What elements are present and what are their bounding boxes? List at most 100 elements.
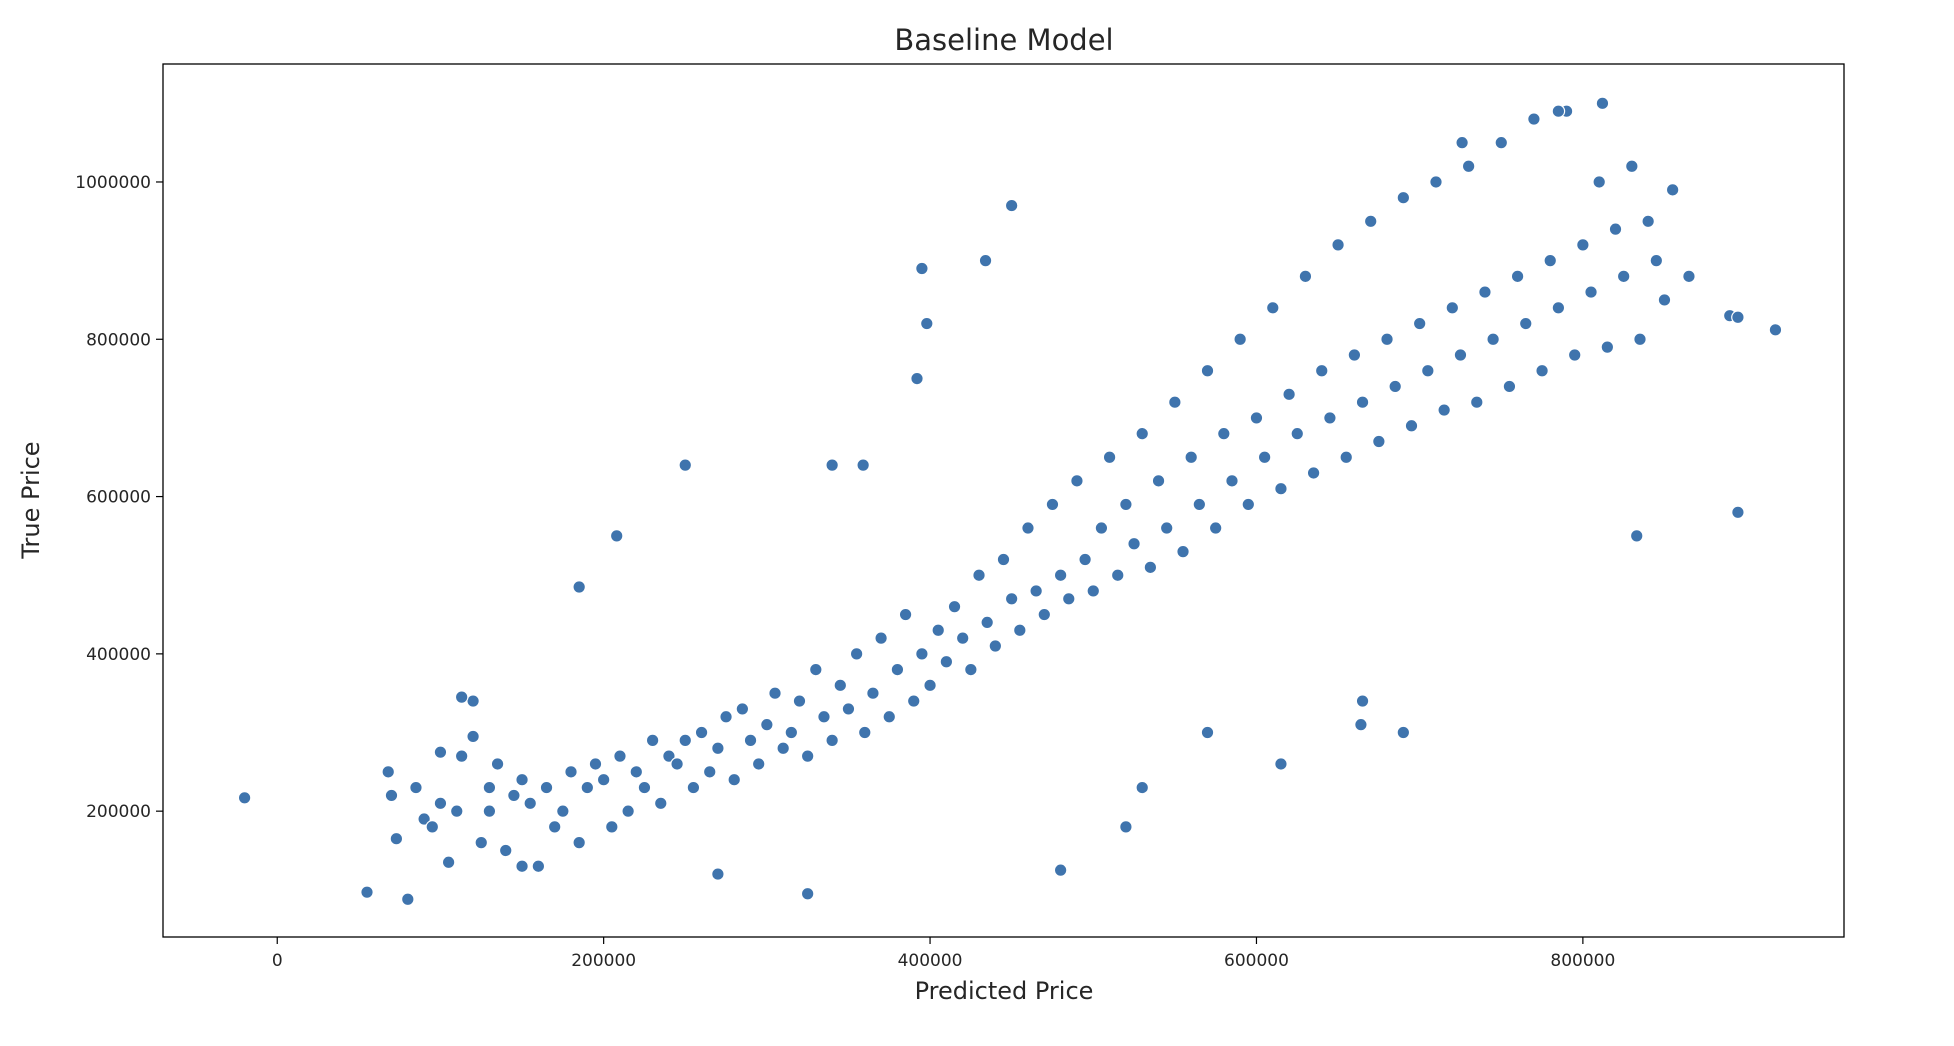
scatter-point <box>1070 474 1084 488</box>
scatter-point <box>882 709 897 724</box>
scatter-point <box>1323 411 1337 425</box>
x-tick-label: 0 <box>272 951 283 971</box>
scatter-point <box>482 804 497 818</box>
scatter-point <box>515 772 529 787</box>
y-tick-label: 800000 <box>86 330 151 350</box>
scatter-point <box>923 678 937 693</box>
scatter-point <box>857 725 872 740</box>
scatter-point <box>1625 159 1639 174</box>
x-tick-label: 600000 <box>1224 951 1289 971</box>
scatter-point <box>629 765 644 779</box>
scatter-point <box>1372 434 1386 449</box>
scatter-point <box>760 717 774 732</box>
scatter-point <box>1004 592 1019 606</box>
scatter-point <box>1127 536 1141 551</box>
scatter-point <box>662 749 676 763</box>
scatter-point <box>1396 725 1411 740</box>
scatter-point <box>947 599 962 614</box>
scatter-point <box>1233 332 1247 347</box>
scatter-point <box>972 568 986 583</box>
scatter-point <box>1184 450 1198 465</box>
scatter-point <box>694 725 709 740</box>
scatter-point <box>1657 293 1672 307</box>
scatter-point <box>702 765 717 779</box>
scatter-point <box>906 694 921 708</box>
scatter-point <box>637 780 652 795</box>
scatter-point <box>678 458 693 472</box>
scatter-point <box>572 580 586 594</box>
scatter-point <box>1595 96 1610 111</box>
scatter-point <box>988 639 1003 653</box>
scatter-point <box>433 745 448 759</box>
scatter-point <box>978 253 993 268</box>
scatter-point <box>409 780 423 795</box>
scatter-point <box>449 804 464 818</box>
scatter-point <box>719 709 733 724</box>
scatter-point <box>515 859 529 874</box>
scatter-point <box>1355 395 1370 409</box>
scatter-point <box>1469 395 1484 409</box>
scatter-point <box>1486 332 1500 347</box>
scatter-point <box>653 796 668 811</box>
scatter-point <box>539 780 554 795</box>
scatter-point <box>964 662 978 677</box>
scatter-point <box>1217 426 1231 441</box>
scatter-point <box>1455 135 1469 150</box>
scatter-point <box>1119 497 1133 512</box>
scatter-point <box>1363 214 1378 229</box>
scatter-point <box>1502 379 1517 394</box>
scatter-point <box>955 631 970 645</box>
scatter-point <box>613 749 627 763</box>
scatter-point <box>1478 285 1492 299</box>
scatter-point <box>910 371 924 386</box>
scatter-point <box>507 788 521 803</box>
scatter-point <box>1135 780 1150 795</box>
scatter-point <box>1282 387 1296 402</box>
scatter-point <box>580 780 595 795</box>
scatter-point <box>1354 717 1368 732</box>
scatter-point <box>727 772 742 787</box>
scatter-point <box>678 733 693 748</box>
scatter-point <box>898 607 913 622</box>
scatter-point <box>1094 521 1109 535</box>
scatter-point <box>792 694 807 708</box>
scatter-point <box>1608 222 1623 236</box>
scatter-point <box>915 647 929 661</box>
scatter-point <box>735 702 750 716</box>
scatter-point <box>849 647 864 661</box>
scatter-point <box>381 765 396 779</box>
scatter-point <box>498 843 513 858</box>
scatter-point <box>874 631 888 645</box>
scatter-point <box>915 261 929 276</box>
scatter-point <box>1249 411 1264 425</box>
scatter-point <box>1421 363 1435 378</box>
scatter-point <box>1331 238 1345 252</box>
scatter-point <box>751 757 766 771</box>
scatter-point <box>547 820 562 834</box>
plot-frame <box>162 63 1845 938</box>
scatter-point <box>1200 725 1215 740</box>
scatter-point <box>621 804 635 818</box>
scatter-point <box>490 757 505 771</box>
scatter-point <box>743 733 758 748</box>
scatter-point <box>1437 403 1451 417</box>
scatter-point <box>1543 253 1558 268</box>
scatter-point <box>1551 301 1566 315</box>
scatter-point <box>670 757 684 771</box>
scatter-point <box>454 749 469 763</box>
x-axis-ticks: 0 200000 400000 600000 800000 <box>272 937 1615 971</box>
scatter-point <box>800 886 815 901</box>
scatter-point <box>564 765 578 779</box>
scatter-point <box>1176 544 1190 559</box>
scatter-point <box>1029 584 1043 598</box>
scatter-point <box>1135 426 1150 441</box>
scatter-point <box>389 831 404 846</box>
scatter-point <box>1429 175 1443 189</box>
scatter-point <box>454 690 469 704</box>
scatter-point <box>931 623 946 638</box>
scatter-point <box>1192 497 1207 512</box>
scatter-point <box>1551 104 1566 118</box>
scatter-point <box>466 729 480 744</box>
scatter-point <box>1168 395 1182 409</box>
